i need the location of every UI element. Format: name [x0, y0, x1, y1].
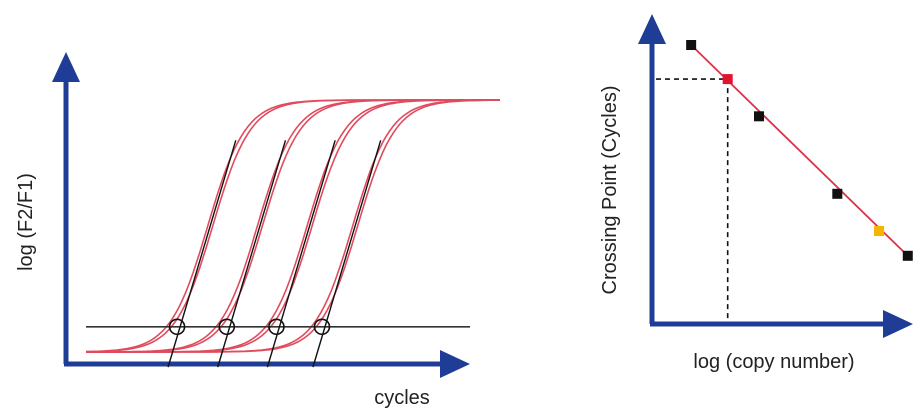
- amplification-curve-4-a: [86, 99, 500, 353]
- left-axes: [52, 52, 470, 378]
- right-axes: [638, 14, 913, 338]
- x-axis-label-left: cycles: [374, 387, 430, 409]
- data-point-5: [874, 226, 885, 236]
- right-x-axis-arrow: [883, 310, 913, 338]
- right-y-axis-arrow: [638, 14, 666, 44]
- amplification-curve-3-b: [86, 99, 500, 353]
- tangent-line-2: [217, 140, 287, 368]
- amplification-curve-1-a: [85, 99, 500, 353]
- data-point-4: [832, 188, 843, 199]
- y-axis-label-left: log (F2/F1): [15, 173, 37, 271]
- crossing-marker-4: [313, 318, 331, 336]
- tangent-lines: [167, 140, 382, 368]
- tangent-line-4: [312, 140, 382, 368]
- data-points: [686, 40, 913, 261]
- crossing-marker-2: [218, 318, 236, 336]
- left-y-axis-arrow: [52, 52, 80, 82]
- amplification-curves: [85, 99, 501, 353]
- standard-curve-chart: Crossing Point (Cycles) log (copy number…: [599, 14, 913, 373]
- crossing-markers: [168, 318, 331, 336]
- amplification-chart: log (F2/F1) cycles: [15, 52, 501, 409]
- tangent-line-3: [266, 140, 336, 368]
- dashed-readout: [656, 78, 729, 322]
- x-axis-label-right: log (copy number): [693, 351, 854, 373]
- data-point-3: [754, 111, 765, 122]
- crossing-marker-3: [268, 318, 285, 336]
- amplification-curve-4-b: [86, 99, 501, 353]
- left-x-axis-arrow: [440, 350, 470, 378]
- amplification-curve-3-a: [86, 99, 500, 353]
- tangent-line-1: [167, 140, 237, 368]
- crossing-marker-1: [168, 318, 186, 336]
- amplification-curve-2-b: [86, 99, 500, 353]
- data-point-1: [686, 40, 697, 50]
- data-point-2: [722, 74, 733, 85]
- amplification-curve-2-a: [86, 99, 500, 353]
- y-axis-label-right: Crossing Point (Cycles): [599, 86, 621, 295]
- data-point-6: [902, 250, 913, 261]
- amplification-curve-1-b: [85, 99, 500, 353]
